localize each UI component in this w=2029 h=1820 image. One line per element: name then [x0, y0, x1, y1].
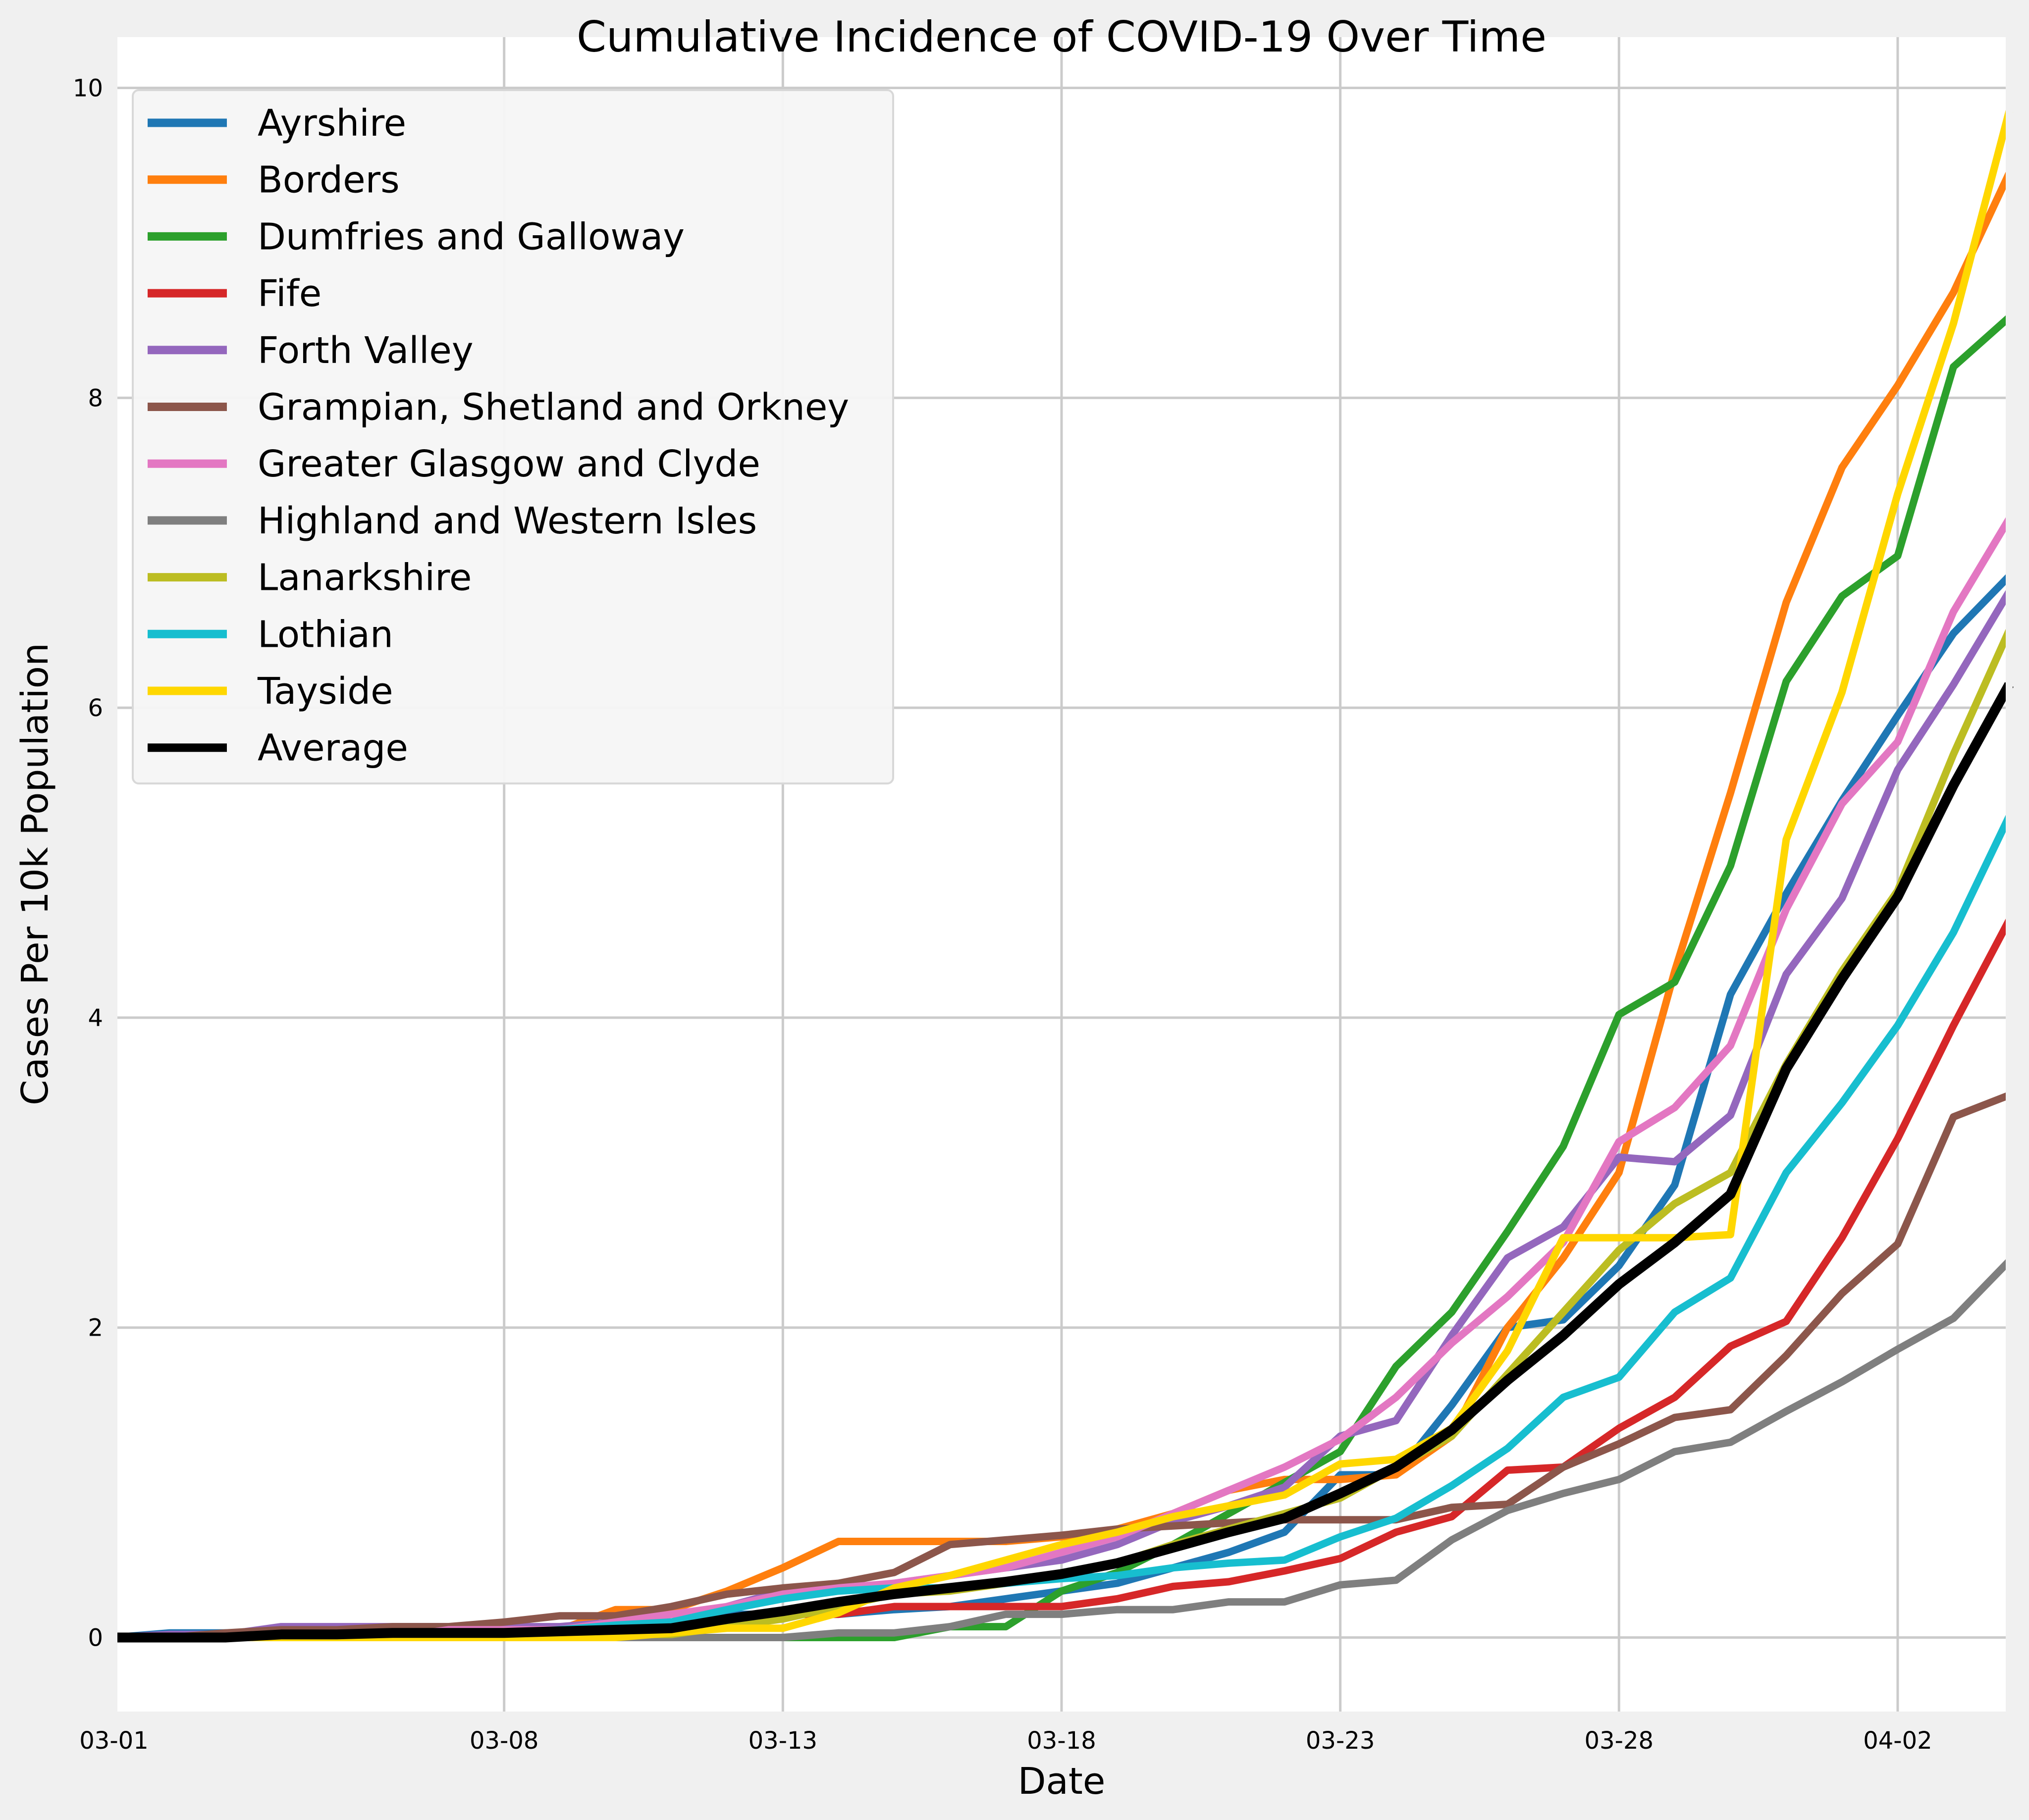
plot-frame	[110, 30, 2013, 1718]
y-tick-label: 10	[73, 75, 103, 103]
legend-box	[132, 89, 894, 784]
legend-label: Grampian, Shetland and Orkney	[258, 386, 849, 429]
legend-label: Dumfries and Galloway	[258, 215, 685, 258]
legend-label: Borders	[258, 159, 400, 202]
series-line-average	[114, 682, 2014, 1643]
y-tick-label: 4	[88, 1004, 103, 1032]
legend-label: Ayrshire	[258, 102, 406, 145]
x-tick-label: 03-01	[79, 1727, 148, 1755]
legend-label: Highland and Western Isles	[258, 500, 757, 542]
legend: Ayrshire Borders Dumfries and Galloway Fife…	[132, 89, 894, 784]
x-tick-label: 03-28	[1585, 1727, 1654, 1755]
y-tick-label: 6	[88, 694, 103, 722]
x-tick-label: 04-02	[1863, 1727, 1932, 1755]
series-lines	[113, 110, 2014, 1643]
legend-label: Lanarkshire	[258, 557, 472, 599]
x-axis-label: Date	[1018, 1760, 1106, 1803]
x-tick-label: 03-18	[1027, 1727, 1096, 1755]
y-tick-label: 0	[88, 1624, 103, 1652]
legend-label: Lothian	[258, 613, 393, 656]
legend-label: Tayside	[257, 670, 393, 713]
chart-title: Cumulative Incidence of COVID-19 Over Ti…	[577, 12, 1547, 62]
gridlines	[112, 34, 2009, 1715]
y-tick-label: 2	[88, 1314, 103, 1342]
x-tick-label: 03-13	[748, 1727, 817, 1755]
y-axis-label: Cases Per 10k Population	[14, 643, 56, 1105]
x-tick-label: 03-08	[470, 1727, 538, 1755]
legend-label: Fife	[258, 272, 321, 315]
legend-label: Greater Glasgow and Clyde	[258, 443, 760, 485]
legend-label: Forth Valley	[258, 329, 474, 372]
x-tick-label: 03-23	[1306, 1727, 1375, 1755]
series-line-grampian-shetland-and-orkney	[114, 1092, 2011, 1641]
y-tick-label: 8	[88, 384, 103, 412]
legend-label: Average	[258, 727, 408, 770]
axes: 03-01 03-08 03-13 03-18 03-23 03-28 04-02 0 2 4 6 8…	[73, 30, 2013, 1755]
